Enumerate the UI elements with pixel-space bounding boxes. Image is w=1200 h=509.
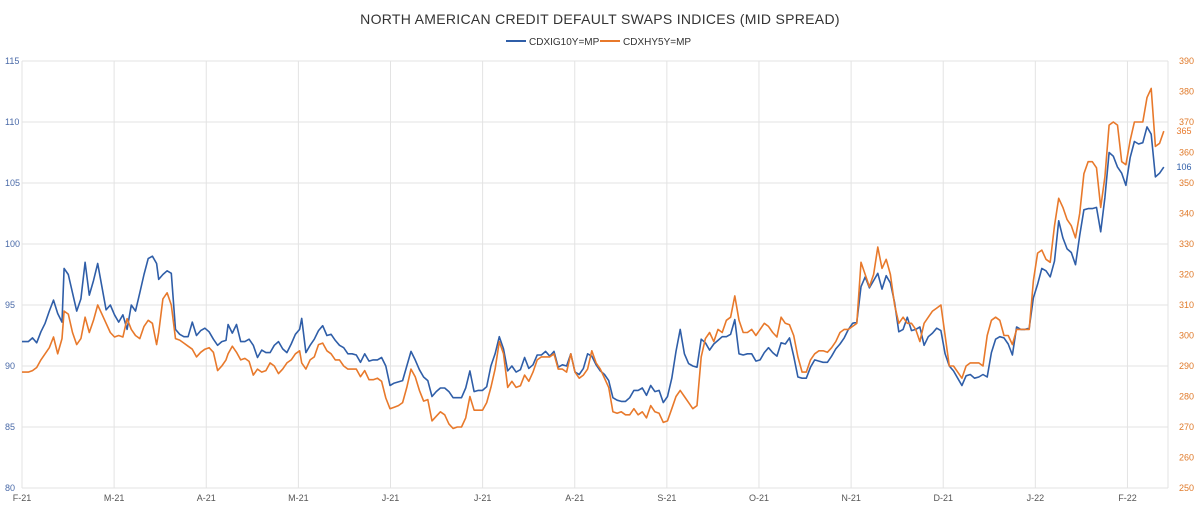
chart-title: NORTH AMERICAN CREDIT DEFAULT SWAPS INDI…: [360, 11, 840, 27]
right-axis-ticks: 2502602702802903003103203303403503603703…: [1179, 56, 1194, 493]
right-tick-label: 330: [1179, 239, 1194, 249]
end-label-cdxhy5y-mp: 365: [1176, 126, 1191, 136]
legend-label-cdxhy: CDXHY5Y=MP: [623, 37, 691, 48]
series-line-cdxhy5y-mp: [22, 87, 1165, 430]
legend: CDXIG10Y=MP CDXHY5Y=MP: [506, 37, 691, 48]
left-tick-label: 105: [5, 178, 20, 188]
x-tick-label: A-21: [565, 493, 584, 503]
x-tick-label: S-21: [657, 493, 676, 503]
left-tick-label: 110: [5, 117, 19, 127]
gridlines: [21, 60, 1169, 489]
right-tick-label: 350: [1179, 178, 1194, 188]
end-labels: 106 365: [1176, 126, 1191, 172]
x-tick-label: N-21: [841, 493, 861, 503]
right-tick-label: 260: [1179, 453, 1194, 463]
right-tick-label: 280: [1179, 392, 1194, 402]
left-tick-label: 90: [5, 361, 15, 371]
right-tick-label: 290: [1179, 361, 1194, 371]
right-tick-label: 310: [1179, 300, 1194, 310]
right-tick-label: 370: [1179, 117, 1194, 127]
left-tick-label: 80: [5, 483, 15, 493]
x-tick-label: F-22: [1118, 493, 1137, 503]
right-tick-label: 270: [1179, 422, 1194, 432]
right-tick-label: 250: [1179, 483, 1194, 493]
x-tick-label: D-21: [933, 493, 953, 503]
x-tick-label: J-21: [382, 493, 400, 503]
right-tick-label: 380: [1179, 87, 1194, 97]
x-tick-label: M-21: [104, 493, 125, 503]
left-axis-ticks: 80 85 90 95 100 105 110 115: [5, 56, 20, 493]
end-label-cdxig10y-mp: 106: [1176, 162, 1191, 172]
series-line-cdxig10y-mp: [22, 126, 1165, 404]
right-tick-label: 320: [1179, 270, 1194, 280]
x-tick-label: F-21: [13, 493, 32, 503]
right-tick-label: 390: [1179, 56, 1194, 66]
right-tick-label: 340: [1179, 209, 1194, 219]
series-lines: [22, 87, 1165, 430]
x-tick-label: J-22: [1027, 493, 1045, 503]
left-tick-label: 115: [5, 56, 19, 66]
x-tick-label: O-21: [749, 493, 769, 503]
right-tick-label: 300: [1179, 331, 1194, 341]
left-tick-label: 85: [5, 422, 15, 432]
left-tick-label: 100: [5, 239, 20, 249]
legend-label-cdxig: CDXIG10Y=MP: [529, 37, 600, 48]
x-axis-ticks: F-21 M-21 A-21 M-21 J-21 J-21 A-21 S-21 O-21 N-21…: [13, 493, 1137, 503]
right-tick-label: 360: [1179, 148, 1194, 158]
x-tick-label: J-21: [474, 493, 492, 503]
x-tick-label: A-21: [197, 493, 216, 503]
x-tick-label: M-21: [288, 493, 309, 503]
left-tick-label: 95: [5, 300, 15, 310]
